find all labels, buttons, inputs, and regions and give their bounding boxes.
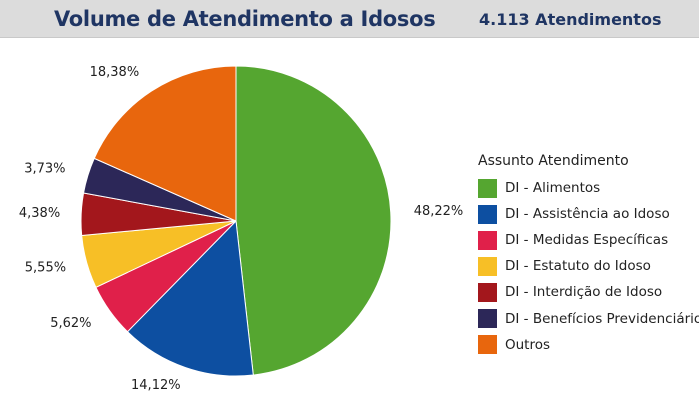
pie-slice-1 xyxy=(235,65,392,376)
slice-value-label-4: 5,55% xyxy=(25,261,66,276)
legend-item-7: Outros xyxy=(478,332,693,358)
pie-slice-2 xyxy=(126,219,254,377)
slice-value-label-3: 5,62% xyxy=(50,316,91,331)
legend-item-2: DI - Assistência ao Idoso xyxy=(478,201,693,227)
legend-item-3: DI - Medidas Específicas xyxy=(478,227,693,253)
legend-item-5: DI - Interdição de Idoso xyxy=(478,279,693,305)
total-count: 4.113 Atendimentos xyxy=(479,10,662,29)
legend-title: Assunto Atendimento xyxy=(478,153,629,169)
legend-swatch xyxy=(478,335,497,355)
slice-value-label-2: 14,12% xyxy=(131,378,181,393)
legend-label: DI - Alimentos xyxy=(505,180,601,197)
legend-swatch xyxy=(478,230,497,250)
legend-label: DI - Interdição de Idoso xyxy=(505,284,663,301)
slice-value-label-5: 4,38% xyxy=(19,206,60,221)
legend-label: DI - Benefícios Previdenciários xyxy=(505,310,699,327)
legend-item-4: DI - Estatuto do Idoso xyxy=(478,253,693,279)
legend-label: DI - Medidas Específicas xyxy=(505,232,669,249)
legend-label: DI - Assistência ao Idoso xyxy=(505,206,670,223)
legend-swatch xyxy=(478,204,497,224)
legend: Assunto Atendimento DI - Alimentos DI - A… xyxy=(478,153,699,358)
chart-title: Volume de Atendimento a Idosos xyxy=(54,7,436,31)
legend-label: DI - Estatuto do Idoso xyxy=(505,258,651,275)
pie-slice-7 xyxy=(93,65,237,222)
slice-value-label-7: 18,38% xyxy=(90,65,140,80)
slice-value-label-1: 48,22% xyxy=(414,204,464,219)
legend-swatch xyxy=(478,256,497,276)
slice-value-label-6: 3,73% xyxy=(24,162,65,177)
legend-item-1: DI - Alimentos xyxy=(478,175,693,201)
legend-item-6: DI - Benefícios Previdenciários xyxy=(478,305,699,331)
pie-chart: 48,22% 14,12% 5,62% 5,55% 4,38% 3,73% 18,38% xyxy=(19,65,464,393)
legend-items: DI - Alimentos DI - Assistência ao Idoso D… xyxy=(478,175,699,358)
legend-swatch xyxy=(478,178,497,198)
legend-swatch xyxy=(478,309,497,329)
legend-label: Outros xyxy=(505,336,551,353)
legend-swatch xyxy=(478,282,497,302)
header-bar: Volume de Atendimento a Idosos 4.113 Ate… xyxy=(0,0,699,38)
